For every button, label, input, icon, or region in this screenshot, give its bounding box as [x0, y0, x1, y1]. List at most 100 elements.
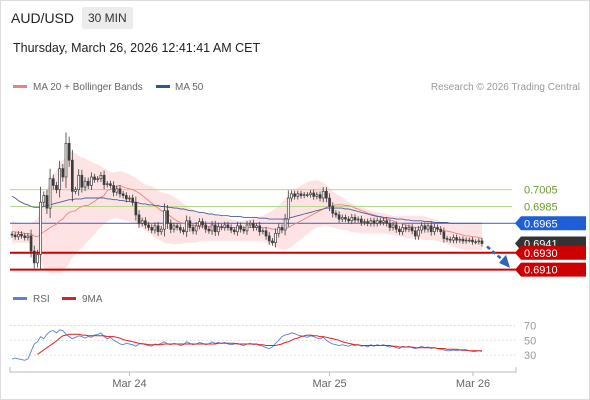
candle-body	[182, 229, 185, 233]
candle-body	[309, 192, 312, 196]
candle-body	[70, 159, 74, 192]
candle-body	[86, 180, 90, 186]
candle-body	[61, 168, 65, 178]
candle-body	[461, 238, 465, 242]
candle-body	[121, 193, 125, 196]
candle-body	[280, 227, 284, 231]
candle-body	[242, 228, 246, 232]
candle-body	[223, 224, 227, 228]
candle-body	[372, 220, 376, 224]
candle-body	[134, 201, 138, 216]
candle-body	[312, 192, 316, 197]
candle-body	[74, 189, 77, 192]
candle-body	[156, 225, 160, 233]
bollinger-band-area	[12, 151, 482, 274]
rsi-legend: RSI 9MA	[13, 294, 103, 305]
candle-body	[375, 220, 379, 224]
level-tag-text-0.6910: 0.6910	[524, 265, 558, 277]
candle-body	[299, 193, 303, 196]
candle-body	[467, 239, 471, 242]
candle-body	[201, 221, 204, 226]
candle-body	[42, 195, 46, 203]
candle-body	[80, 174, 84, 188]
candle-body	[128, 197, 131, 200]
legend-ma20-label: MA 20 + Bollinger Bands	[33, 82, 143, 93]
level-tag-0.6965	[515, 216, 586, 231]
candle-body	[433, 227, 436, 233]
candle-body	[410, 227, 414, 232]
candle-body	[226, 224, 230, 228]
candle-body	[175, 225, 179, 228]
candle-body	[315, 194, 319, 197]
candle-body	[350, 217, 354, 222]
legend-rsi-label: RSI	[33, 294, 50, 305]
candle-body	[10, 233, 14, 236]
forecast-arrow-layer	[486, 245, 510, 268]
candle-body	[172, 225, 176, 230]
rsi-layer: 70 50 30	[10, 320, 536, 362]
candle-body	[318, 194, 322, 199]
candle-body	[290, 193, 293, 199]
candle-body	[283, 218, 287, 231]
candle-body	[109, 183, 112, 186]
candle-body	[413, 230, 417, 237]
candle-body	[293, 193, 296, 197]
candle-body	[153, 225, 157, 231]
legend-swatch-9ma	[62, 297, 76, 300]
level-lines-layer	[10, 189, 516, 271]
candle-body	[140, 220, 144, 224]
candle-body	[163, 210, 166, 230]
x-tick-label: Mar 24	[112, 378, 146, 390]
candle-body	[385, 220, 389, 224]
candle-body	[51, 178, 55, 186]
candle-body	[423, 225, 427, 230]
candle-body	[359, 218, 363, 223]
candle-body	[96, 178, 100, 180]
candle-body	[286, 197, 290, 220]
candle-body	[150, 227, 154, 231]
bollinger-band-layer	[12, 151, 482, 274]
candle-body	[55, 185, 58, 190]
candle-body	[480, 240, 484, 244]
legend-swatch-rsi	[13, 297, 27, 300]
candle-body	[321, 190, 325, 199]
candle-body	[388, 222, 392, 228]
candle-body	[229, 227, 233, 231]
candle-body	[442, 231, 446, 239]
candles-layer	[10, 132, 484, 271]
candle-body	[159, 228, 163, 233]
candle-body	[379, 220, 382, 223]
candle-body	[23, 235, 27, 238]
candle-body	[115, 188, 119, 193]
timeframe-button[interactable]: 30 MIN	[82, 7, 133, 29]
rsi-tick-50: 50	[524, 335, 536, 347]
candle-body	[232, 229, 236, 233]
rsi-tick-30: 30	[524, 350, 536, 362]
candle-body	[347, 218, 350, 222]
candle-body	[131, 197, 135, 203]
candle-body	[366, 221, 370, 224]
candle-body	[39, 201, 42, 255]
candle-body	[93, 176, 96, 180]
candle-body	[13, 234, 17, 238]
candle-body	[426, 225, 430, 230]
candle-body	[458, 238, 462, 241]
candle-body	[188, 220, 192, 228]
candle-body	[261, 230, 265, 233]
symbol-label: AUD/USD	[11, 10, 75, 26]
candle-body	[429, 225, 433, 233]
candle-body	[239, 225, 242, 230]
candle-body	[64, 142, 68, 178]
candle-body	[353, 217, 357, 221]
candle-body	[166, 210, 169, 224]
candle-body	[112, 185, 115, 193]
candle-body	[198, 221, 201, 227]
candle-body	[255, 225, 258, 228]
candle-body	[20, 233, 23, 237]
candle-body	[83, 180, 87, 188]
candle-body	[474, 241, 477, 243]
candle-body	[334, 212, 338, 216]
candle-body	[137, 214, 141, 224]
level-tag-text-0.6965: 0.6965	[524, 218, 558, 230]
